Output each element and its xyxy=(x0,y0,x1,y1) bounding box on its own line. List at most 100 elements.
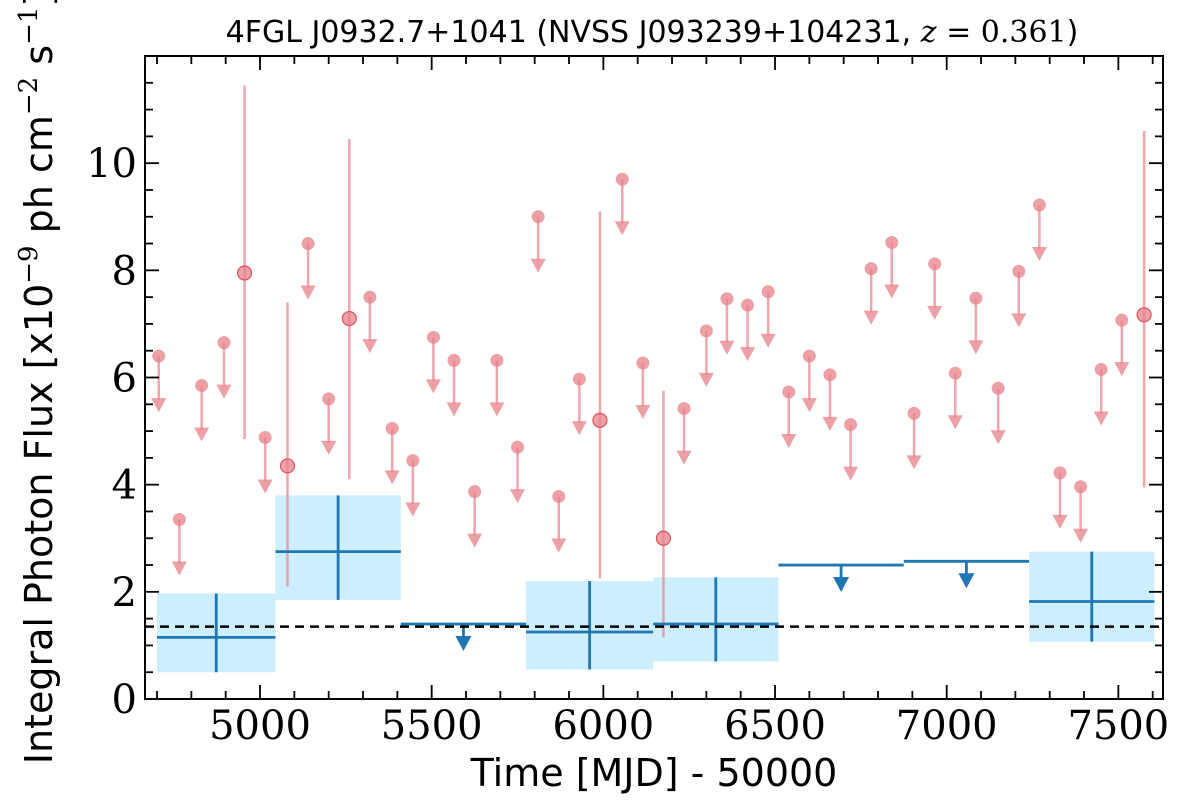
upper-limit-point xyxy=(1094,362,1108,376)
upper-limit-arrow xyxy=(362,339,378,354)
detection-point xyxy=(279,458,296,474)
y-tick-label: 10 xyxy=(86,141,137,187)
title-prefix: 4FGL J0932.7+1041 (NVSS J093239+104231, xyxy=(226,15,921,50)
x-tick-label: 7500 xyxy=(1067,703,1169,749)
upper-limit-point xyxy=(885,235,899,249)
detection-point xyxy=(592,412,608,428)
upper-limit-point xyxy=(615,172,629,186)
upper-limit-point xyxy=(426,330,440,344)
upper-limit-point xyxy=(969,291,983,305)
y-label-mid: ph cm xyxy=(17,115,61,245)
upper-limit-point xyxy=(468,485,482,499)
upper-limit-point xyxy=(1053,466,1067,480)
upper-limit-arrow xyxy=(884,284,900,299)
upper-limit-point xyxy=(928,257,942,271)
title-z-value: 0.361 xyxy=(981,15,1067,50)
upper-limit-arrow xyxy=(801,398,817,413)
upper-limit-point xyxy=(322,392,336,406)
x-tick-label: 6000 xyxy=(552,703,654,749)
upper-limit-point xyxy=(447,353,461,367)
y-label-mid2: s xyxy=(17,45,61,77)
upper-limit-arrow xyxy=(425,379,441,394)
upper-limit-point xyxy=(948,366,962,380)
upper-limit-arrow xyxy=(530,258,546,273)
upper-limit-point xyxy=(258,431,272,445)
upper-limit-arrow xyxy=(1073,528,1089,543)
upper-limit-point xyxy=(864,262,878,276)
y-label-end: ] xyxy=(17,0,61,7)
upper-limit-arrow xyxy=(384,470,400,485)
title-z-symbol: z xyxy=(920,15,937,50)
upper-limit-point xyxy=(699,324,713,338)
upper-limit-arrow xyxy=(781,433,797,448)
upper-limit-arrow xyxy=(194,427,210,442)
upper-limit-point xyxy=(301,237,315,251)
upper-limit-arrow xyxy=(614,221,630,236)
upper-limit-point xyxy=(907,406,921,420)
y-tick-label: 4 xyxy=(112,463,137,509)
x-tick-label: 7000 xyxy=(896,703,998,749)
upper-limit-point xyxy=(844,418,858,432)
upper-limit-arrow xyxy=(1031,246,1047,261)
upper-limit-point xyxy=(195,379,209,393)
detection-point xyxy=(1136,307,1152,323)
upper-limit-arrow xyxy=(321,440,337,455)
upper-limit-arrow xyxy=(300,285,316,300)
upper-limit-point xyxy=(511,440,525,454)
upper-limit-arrow xyxy=(968,340,984,355)
upper-limit-point xyxy=(363,290,377,304)
upper-limit-point xyxy=(761,285,775,299)
upper-limit-point xyxy=(217,336,231,350)
long-bin-ul-arrow xyxy=(455,635,472,651)
upper-limit-arrow xyxy=(571,421,587,436)
y-tick-label: 6 xyxy=(112,356,137,402)
upper-limit-arrow xyxy=(551,538,567,553)
y-tick-label: 2 xyxy=(112,570,137,616)
title-suffix: ) xyxy=(1067,15,1079,50)
detection-point xyxy=(236,265,253,281)
x-tick-label: 5000 xyxy=(209,703,311,749)
upper-limit-arrow xyxy=(719,340,735,355)
upper-limit-arrow xyxy=(171,561,187,576)
upper-limit-point xyxy=(531,210,545,224)
upper-limit-point xyxy=(572,372,586,386)
upper-limit-arrow xyxy=(216,384,232,399)
upper-limit-arrow xyxy=(698,372,714,387)
y-tick-label: 8 xyxy=(112,248,137,294)
upper-limit-point xyxy=(1115,313,1129,327)
upper-limit-point xyxy=(152,349,166,363)
x-axis-label: Time [MJD] - 50000 xyxy=(470,751,838,795)
y-tick-label: 0 xyxy=(112,677,137,723)
upper-limit-point xyxy=(991,381,1005,395)
upper-limit-arrow xyxy=(1093,411,1109,426)
upper-limit-point xyxy=(741,298,755,312)
upper-limit-arrow xyxy=(405,502,421,517)
upper-limit-arrow xyxy=(927,305,943,320)
upper-limit-arrow xyxy=(822,416,838,431)
chart-title: 4FGL J0932.7+1041 (NVSS J093239+104231, … xyxy=(226,15,1079,50)
upper-limit-arrow xyxy=(1114,362,1130,377)
upper-limit-point xyxy=(1074,480,1088,494)
upper-limit-point xyxy=(802,349,816,363)
upper-limit-arrow xyxy=(676,450,692,465)
upper-limit-arrow xyxy=(906,455,922,470)
y-label-exp2: −2 xyxy=(14,77,44,115)
upper-limit-arrow xyxy=(947,415,963,430)
upper-limit-arrow xyxy=(843,466,859,481)
upper-limit-point xyxy=(677,402,691,416)
upper-limit-point xyxy=(720,292,734,306)
upper-limit-point xyxy=(1012,264,1026,278)
axis-ticks: 5000 5500 6000 6500 7000 7500 0 2 4 6 8 10 xyxy=(86,56,1169,749)
upper-limit-arrow xyxy=(151,398,167,413)
upper-limit-arrow xyxy=(635,405,651,420)
detection-point xyxy=(655,530,672,546)
y-label-exp3: −1 xyxy=(14,7,44,45)
upper-limit-point xyxy=(490,353,504,367)
upper-limit-point xyxy=(385,421,399,435)
upper-limit-arrow xyxy=(740,347,756,362)
upper-limit-arrow xyxy=(990,430,1006,445)
upper-limit-point xyxy=(552,489,566,503)
title-z-eq: = xyxy=(937,15,981,50)
x-tick-label: 5500 xyxy=(381,703,483,749)
